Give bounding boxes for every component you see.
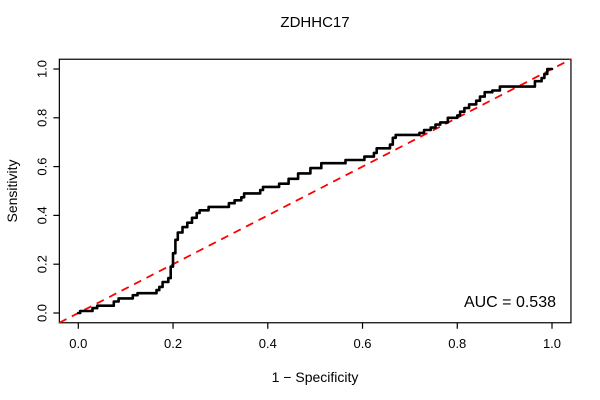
axes: 0.0 0.2 0.4 0.6 0.8 1.0 0.0 0.2 0.4 0.6 0.8 1.0 [34, 58, 572, 351]
plot-title: ZDHHC17 [280, 14, 349, 31]
plot-box [58, 58, 572, 324]
y-tick-label: 1.0 [34, 60, 49, 78]
auc-annotation: AUC = 0.538 [464, 294, 556, 311]
x-tick-label: 0.8 [448, 336, 466, 351]
roc-curve-line [77, 67, 554, 315]
y-tick-label: 0.4 [34, 206, 49, 224]
x-tick-label: 0.4 [259, 336, 277, 351]
y-axis-label: Sensitivity [4, 159, 20, 222]
x-axis-label: 1 − Specificity [272, 369, 359, 385]
x-tick-label: 0.2 [164, 336, 182, 351]
y-tick-label: 0.8 [34, 109, 49, 127]
y-tick-label: 0.2 [34, 255, 49, 273]
y-tick-label: 0.6 [34, 158, 49, 176]
plot-lines [58, 58, 572, 324]
x-tick-label: 0.6 [353, 336, 371, 351]
y-tick-label: 0.0 [34, 304, 49, 322]
reference-diagonal-line [58, 58, 572, 324]
x-tick-label: 0.0 [69, 336, 87, 351]
x-tick-label: 1.0 [543, 336, 561, 351]
